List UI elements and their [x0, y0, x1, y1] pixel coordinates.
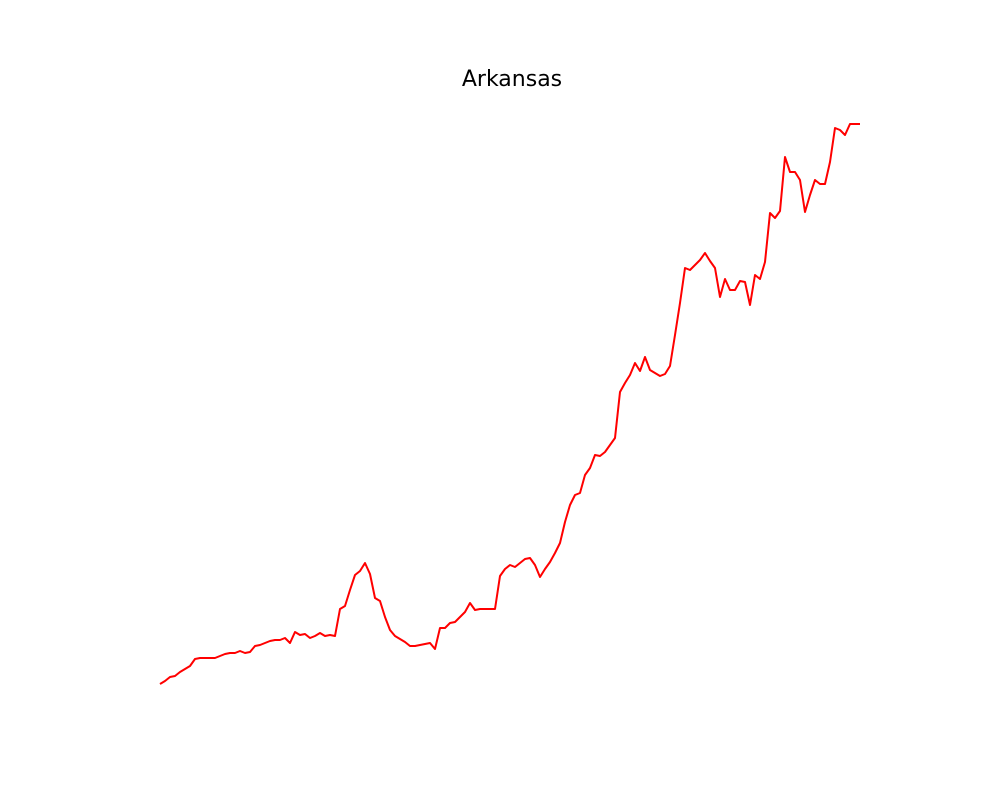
- data-line: [159, 123, 860, 685]
- chart-title: Arkansas: [462, 67, 562, 92]
